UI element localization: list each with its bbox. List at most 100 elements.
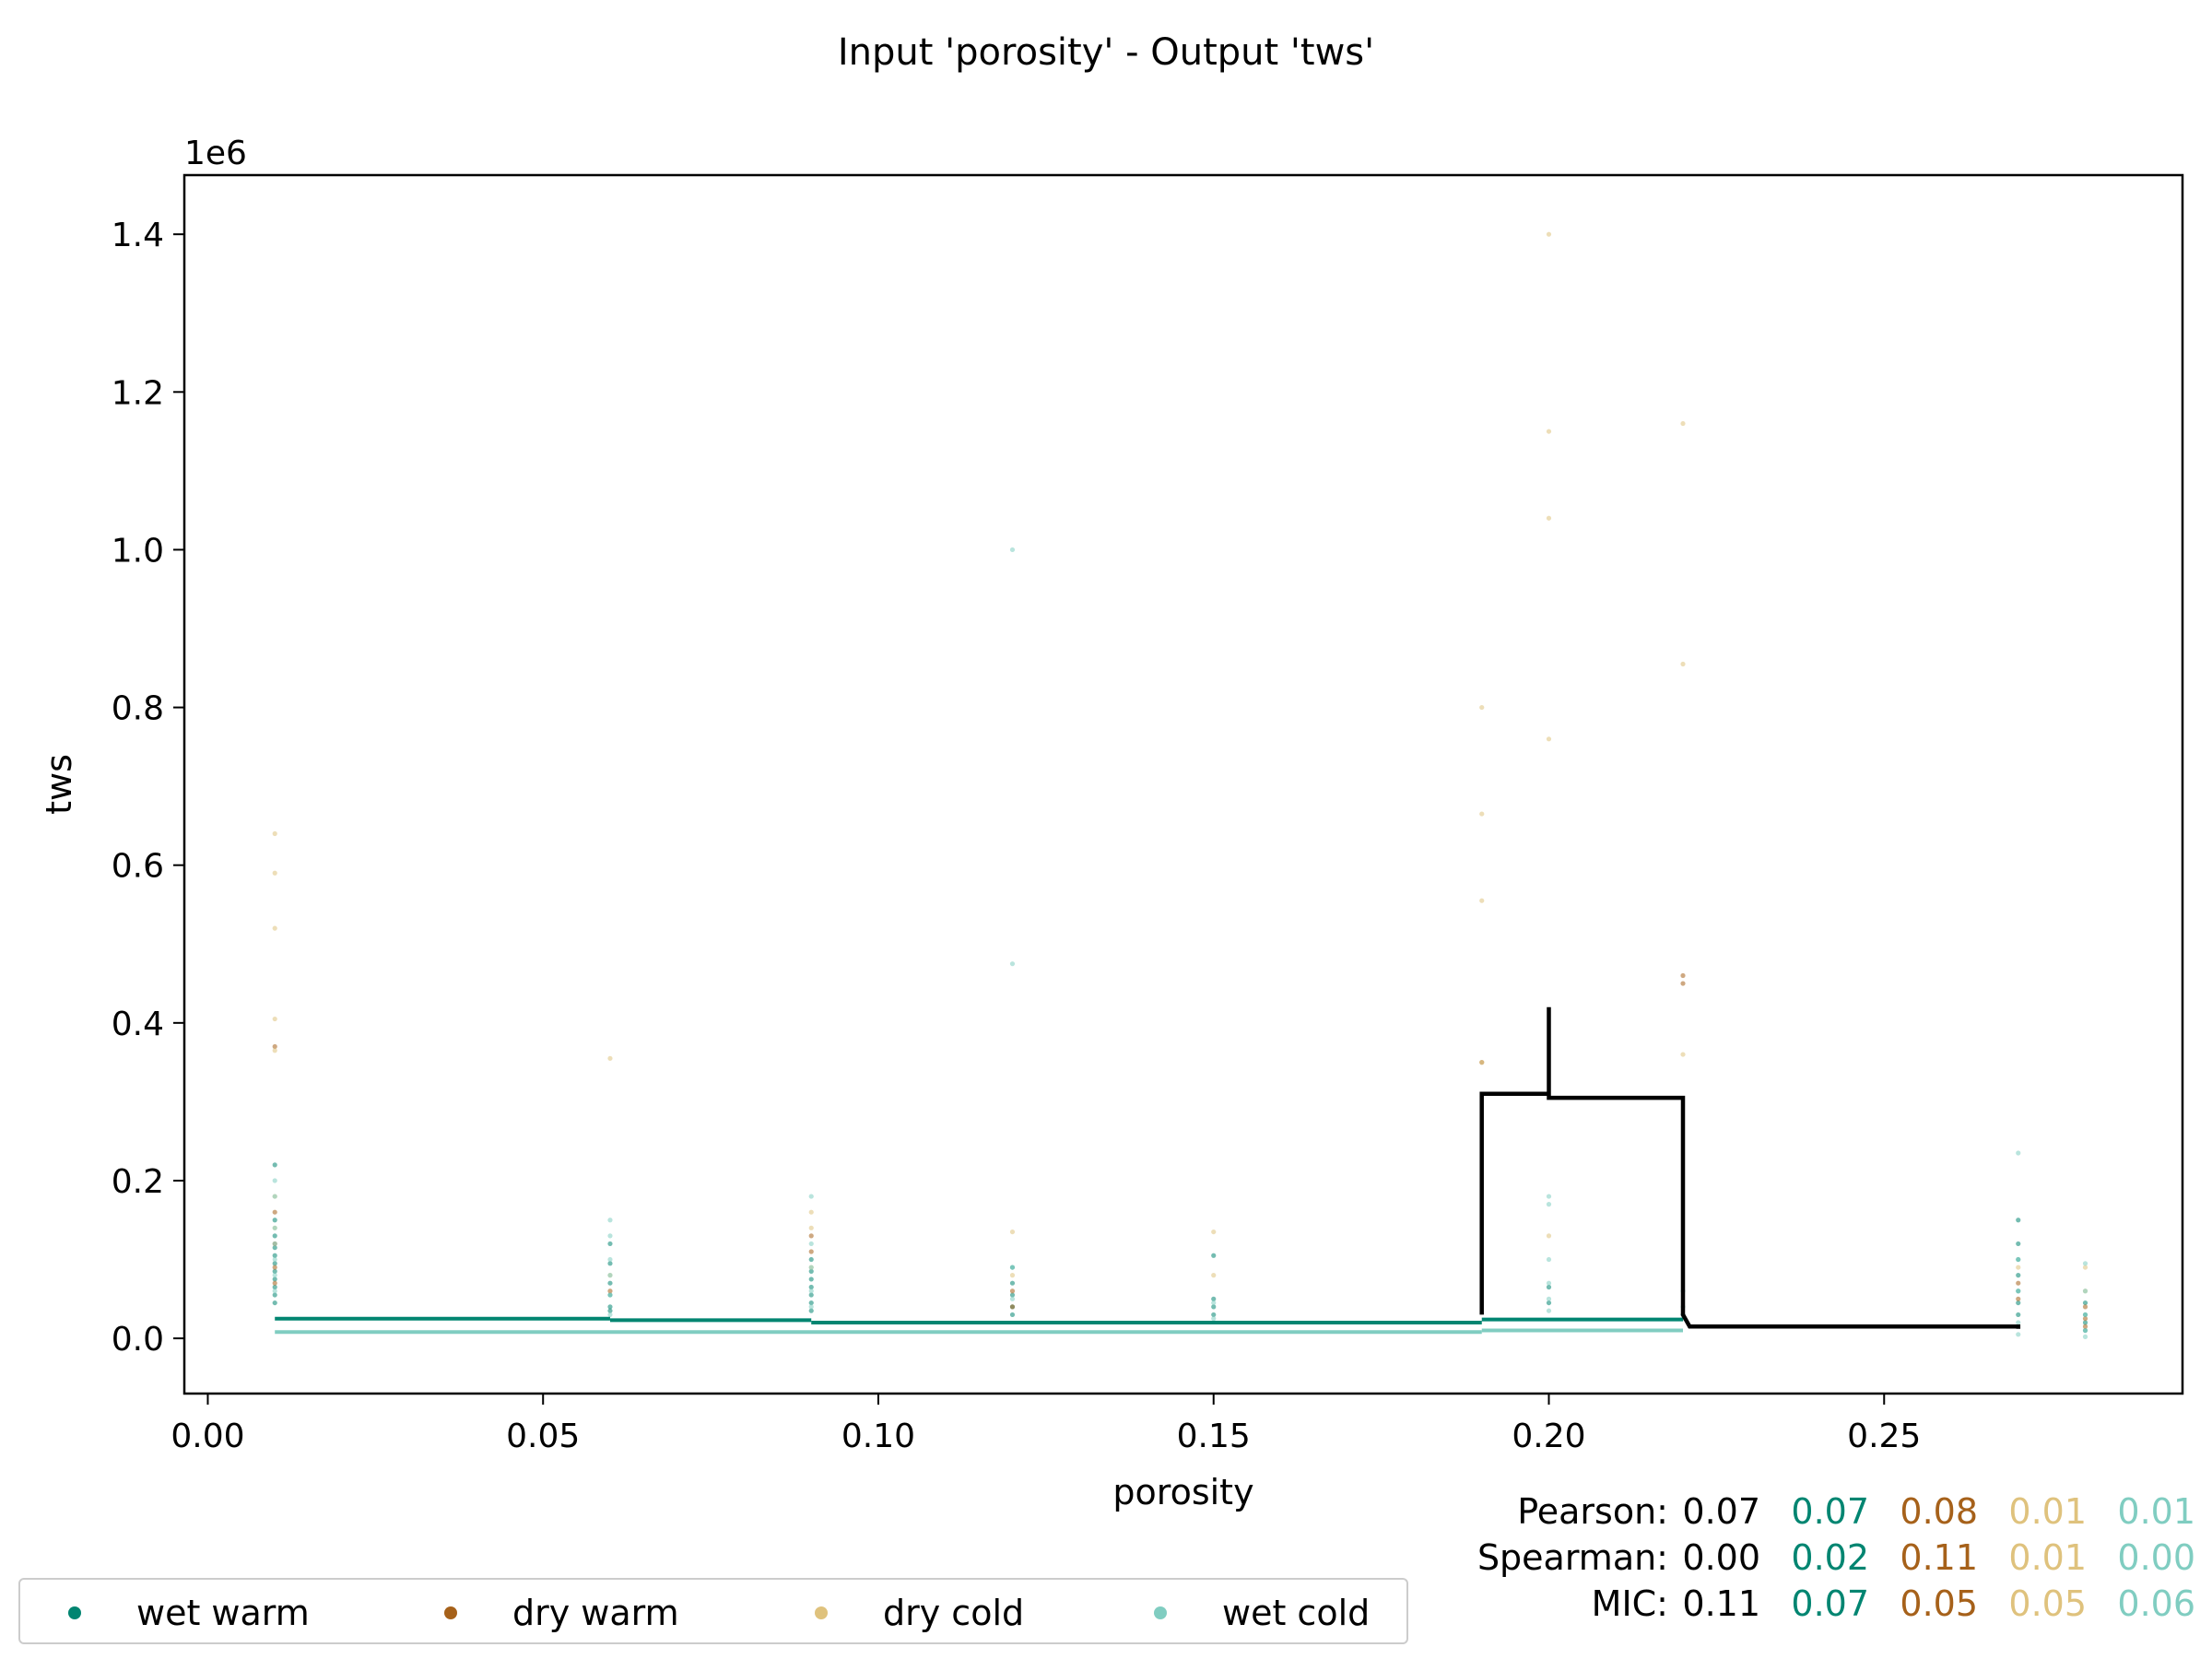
data-point [808,1308,814,1313]
series-dry-warm [272,972,2088,1329]
data-point [1546,1233,1552,1239]
data-point [2082,1324,2088,1329]
data-point [272,1261,277,1266]
data-point [2016,1218,2021,1223]
stats-value: 0.05 [2008,1583,2087,1624]
stats-value: 0.05 [1900,1583,1978,1624]
y-tick-label: 0.2 [112,1163,164,1201]
data-point [607,1304,613,1310]
data-point [607,1241,613,1247]
series-dry-cold [272,231,2088,1294]
data-point [272,870,277,876]
x-tick-label: 0.15 [1177,1418,1251,1455]
data-point [1009,1229,1016,1235]
data-point [272,1043,277,1050]
data-point [272,1256,277,1263]
data-point [1546,1202,1552,1207]
data-point [607,1261,613,1266]
data-point [1009,1292,1016,1298]
data-point [808,1284,814,1290]
stats-value: 0.11 [1682,1583,1760,1624]
data-point [2016,1150,2021,1156]
data-point [808,1209,814,1215]
stats-value: 0.08 [1900,1491,1978,1532]
data-point [607,1312,613,1318]
legend-label: dry warm [512,1593,679,1633]
stats-row: Spearman: 0.00 0.02 0.11 0.01 0.00 [1477,1535,2195,1581]
data-point [272,1265,277,1270]
y-offset-label: 1e6 [184,135,247,172]
stats-value: 0.00 [2117,1537,2195,1578]
stats-label: Pearson: [1517,1491,1668,1532]
data-point [607,1055,613,1061]
y-tick-label: 0.4 [112,1006,164,1043]
data-point [1009,1304,1016,1310]
data-point [1546,231,1552,237]
data-point [808,1277,814,1282]
data-point [1546,1300,1552,1306]
data-point [2016,1332,2021,1337]
data-point [2082,1304,2088,1310]
data-point [1680,420,1686,427]
data-point [272,1268,277,1274]
y-tick-label: 1.2 [112,374,164,412]
data-point [272,1253,277,1258]
legend-item-dry-warm: dry warm [444,1580,679,1646]
stats-value: 0.01 [2008,1537,2087,1578]
data-point [2082,1320,2088,1325]
data-point [2082,1316,2088,1322]
data-point [272,1016,277,1022]
legend-label: dry cold [883,1593,1025,1633]
data-point [272,1284,277,1290]
data-point [2082,1327,2088,1334]
stats-row: Pearson: 0.07 0.07 0.08 0.01 0.01 [1477,1488,2195,1535]
stats-value: 0.02 [1791,1537,1869,1578]
data-point [272,1225,277,1230]
stats-value: 0.11 [1900,1537,1978,1578]
data-point [1546,1280,1552,1286]
data-point [808,1265,814,1270]
data-point [2082,1261,2088,1266]
data-point [272,925,277,931]
data-point [2082,1265,2088,1270]
data-point [2082,1312,2088,1318]
data-point [808,1304,814,1310]
stats-value: 0.00 [1682,1537,1760,1578]
data-point [808,1288,814,1294]
data-point [2016,1288,2021,1294]
legend-item-wet-warm: wet warm [68,1580,310,1646]
data-point [808,1268,814,1274]
data-point [607,1292,613,1298]
data-point [1211,1273,1217,1278]
stats-label: MIC: [1591,1583,1668,1624]
y-tick-label: 0.6 [112,848,164,886]
data-point [808,1249,814,1254]
data-point [272,830,277,837]
y-tick-label: 0.8 [112,690,164,728]
data-point [272,1245,277,1251]
data-point [2082,1334,2088,1339]
data-point [272,1277,277,1282]
data-point [272,1162,277,1168]
data-point [272,1288,277,1294]
y-axis-label: tws [39,754,79,815]
data-point [808,1225,814,1230]
data-point [808,1300,814,1306]
data-point [272,1300,277,1306]
x-tick-label: 0.20 [1512,1418,1585,1455]
data-point [1009,1265,1016,1270]
y-tick-label: 1.4 [112,217,164,254]
data-point [2016,1273,2021,1278]
data-point [1680,972,1686,979]
legend-marker [444,1606,457,1619]
stats-row: MIC: 0.11 0.07 0.05 0.05 0.06 [1477,1581,2195,1627]
data-point [1211,1304,1217,1310]
data-point [607,1308,613,1313]
data-point [1009,1280,1016,1286]
x-tick-label: 0.00 [171,1418,244,1455]
data-point [2016,1280,2021,1286]
legend-marker [68,1606,81,1619]
stats-value: 0.07 [1682,1491,1760,1532]
stats-value: 0.07 [1791,1491,1869,1532]
